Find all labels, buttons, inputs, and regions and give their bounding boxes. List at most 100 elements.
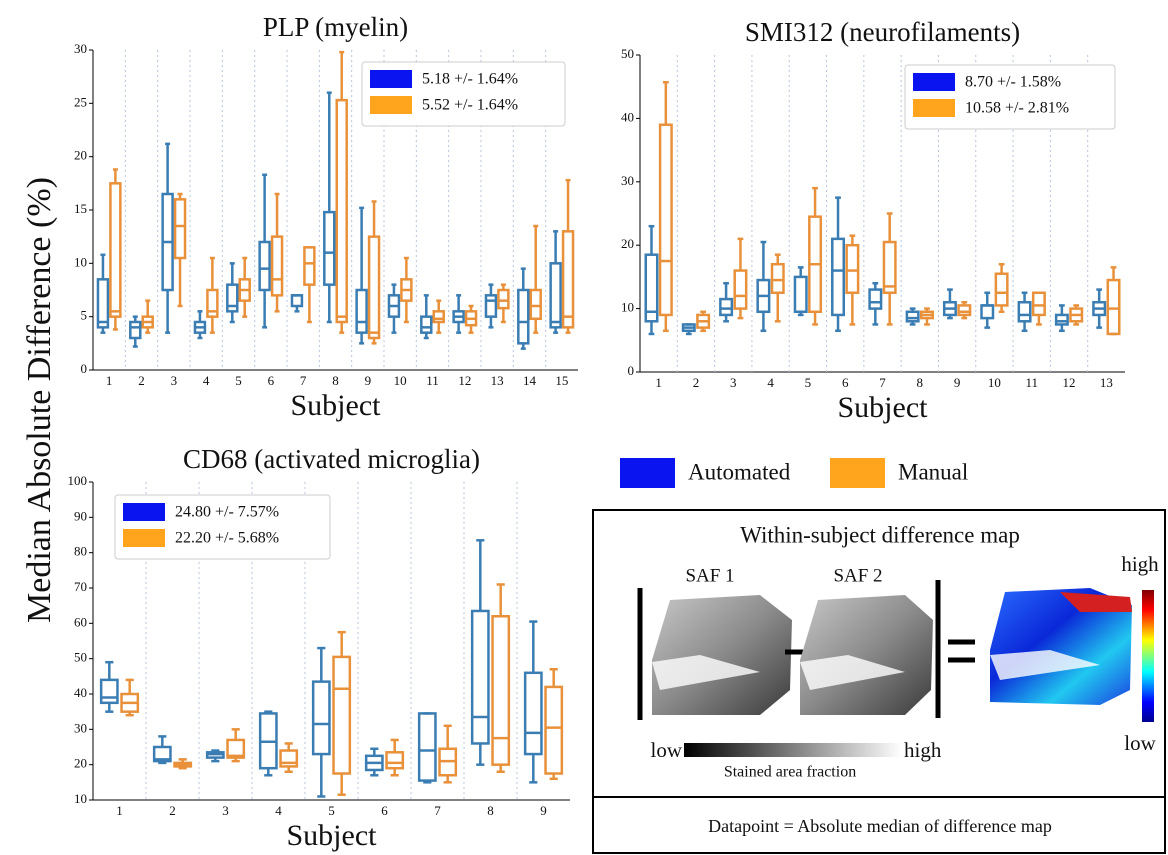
y-tick-label: 10 (74, 254, 87, 269)
x-tick-label: 5 (235, 373, 242, 388)
box (493, 616, 509, 764)
chart-title: PLP (myelin) (263, 12, 408, 42)
x-tick-label: 1 (116, 803, 123, 818)
y-axis-label: Median Absolute Difference (%) (21, 177, 58, 623)
box (518, 290, 528, 343)
box (486, 295, 496, 316)
x-tick-label: 1 (655, 375, 662, 390)
x-tick-label: 10 (394, 373, 407, 388)
y-tick-label: 10 (74, 791, 87, 806)
box (551, 263, 561, 327)
x-tick-label: 3 (222, 803, 229, 818)
box (292, 295, 302, 306)
box (357, 290, 367, 333)
y-tick-label: 20 (74, 756, 87, 771)
x-axis-label: Subject (291, 389, 382, 422)
y-tick-label: 30 (74, 720, 87, 735)
legend-label: 22.20 +/- 5.68% (175, 530, 279, 547)
y-tick-label: 30 (621, 173, 634, 188)
y-tick-label: 20 (74, 148, 87, 163)
box (110, 183, 120, 316)
box (207, 290, 217, 317)
box (563, 231, 573, 327)
box (130, 322, 140, 338)
box (1108, 280, 1119, 334)
x-tick-label: 12 (458, 373, 471, 388)
diagram: Within-subject difference map SAF 1 SAF … (593, 510, 1165, 853)
y-tick-label: 15 (74, 201, 87, 216)
legend-label: 24.80 +/- 7.57% (175, 504, 279, 521)
x-tick-label: 6 (842, 375, 849, 390)
x-tick-label: 8 (487, 803, 494, 818)
figure: Median Absolute Difference (%) Within-su… (0, 0, 1168, 855)
x-tick-label: 8 (332, 373, 339, 388)
box (832, 239, 843, 315)
box (1033, 293, 1044, 315)
y-tick-label: 10 (621, 300, 634, 315)
box (959, 305, 970, 315)
x-tick-label: 9 (540, 803, 547, 818)
page: Median Absolute Difference (%) Within-su… (0, 0, 1168, 855)
legend-swatch (913, 73, 955, 91)
gray-caption: Stained area fraction (724, 764, 856, 781)
legend-label: 8.70 +/- 1.58% (965, 74, 1061, 91)
box (337, 100, 347, 322)
x-tick-label: 4 (767, 375, 774, 390)
legend-swatch (123, 503, 165, 521)
legend-swatch (913, 99, 955, 117)
box (498, 290, 508, 308)
x-tick-label: 9 (954, 375, 961, 390)
box (982, 305, 993, 318)
chart-title: SMI312 (neurofilaments) (745, 17, 1020, 47)
x-tick-label: 6 (268, 373, 275, 388)
box (272, 237, 282, 296)
diagram-footer: Datapoint = Absolute median of differenc… (708, 816, 1052, 836)
x-tick-label: 12 (1063, 375, 1076, 390)
x-tick-label: 8 (917, 375, 924, 390)
y-tick-label: 40 (74, 685, 87, 700)
colorbar-low: low (1124, 731, 1156, 755)
box (472, 611, 488, 744)
box (996, 274, 1007, 306)
gray-low: low (651, 738, 683, 762)
x-tick-label: 7 (300, 373, 307, 388)
box (369, 237, 379, 338)
box (525, 673, 541, 754)
x-tick-label: 2 (138, 373, 145, 388)
box (660, 125, 671, 315)
x-tick-label: 9 (365, 373, 372, 388)
y-tick-label: 5 (81, 308, 88, 323)
box (1019, 302, 1030, 321)
saf2-label: SAF 2 (833, 565, 882, 586)
box (101, 680, 117, 703)
saf1-label: SAF 1 (685, 565, 734, 586)
x-tick-label: 5 (805, 375, 812, 390)
legend-swatch (830, 458, 885, 488)
chart-title: CD68 (activated microglia) (183, 444, 480, 474)
x-tick-label: 11 (426, 373, 439, 388)
x-tick-label: 14 (523, 373, 537, 388)
box (419, 713, 435, 780)
box (884, 242, 895, 293)
box (98, 279, 108, 327)
box (870, 290, 881, 309)
x-tick-label: 11 (1025, 375, 1038, 390)
box (1056, 315, 1067, 325)
x-axis-label: Subject (287, 819, 378, 852)
saf2-image (800, 595, 933, 715)
x-tick-label: 13 (491, 373, 504, 388)
legend-swatch (370, 70, 412, 88)
y-tick-label: 60 (74, 614, 87, 629)
x-tick-label: 7 (434, 803, 441, 818)
gray-high: high (904, 738, 942, 762)
box (260, 242, 270, 290)
y-tick-label: 80 (74, 544, 87, 559)
x-tick-label: 13 (1100, 375, 1113, 390)
x-tick-label: 7 (879, 375, 886, 390)
y-tick-label: 100 (68, 473, 88, 488)
x-tick-label: 2 (693, 375, 700, 390)
legend-label: 5.18 +/- 1.64% (422, 71, 518, 88)
x-tick-label: 3 (171, 373, 178, 388)
box (720, 299, 731, 315)
box (227, 285, 237, 312)
